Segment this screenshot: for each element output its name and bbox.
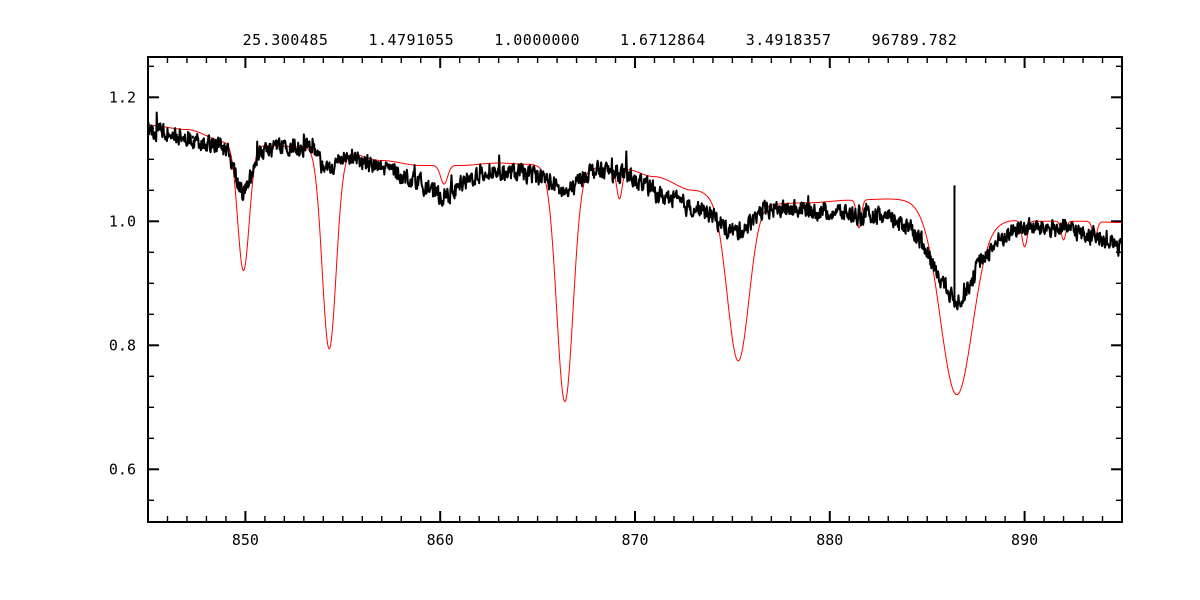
header-value-6: 96789.782 <box>871 30 958 49</box>
header-value-1: 25.300485 <box>242 30 329 49</box>
x-tick-label: 890 <box>1011 531 1038 549</box>
x-tick-label: 860 <box>427 531 454 549</box>
y-tick-label: 0.6 <box>109 460 136 478</box>
header-value-5: 3.4918357 <box>745 30 832 49</box>
y-tick-label: 1.0 <box>109 212 136 230</box>
header-parameter-row: 25.300485 1.4791055 1.0000000 1.6712864 3.49… <box>0 28 1200 52</box>
header-value-2: 1.4791055 <box>368 30 455 49</box>
plot-frame <box>147 56 1123 523</box>
x-tick-label: 880 <box>816 531 843 549</box>
header-value-4: 1.6712864 <box>620 30 706 49</box>
y-tick-label: 1.2 <box>109 88 136 106</box>
x-tick-label: 850 <box>232 531 259 549</box>
y-tick-label: 0.8 <box>109 336 136 354</box>
x-tick-label: 870 <box>621 531 648 549</box>
header-value-3: 1.0000000 <box>494 30 580 49</box>
observed-spectrum-line <box>147 111 1123 311</box>
